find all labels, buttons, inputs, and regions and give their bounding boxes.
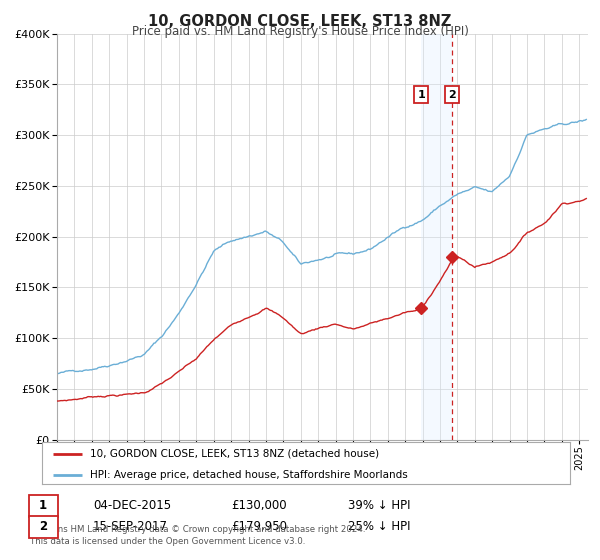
Text: 10, GORDON CLOSE, LEEK, ST13 8NZ (detached house): 10, GORDON CLOSE, LEEK, ST13 8NZ (detach… [89,449,379,459]
Text: £130,000: £130,000 [231,499,287,512]
Text: 04-DEC-2015: 04-DEC-2015 [93,499,171,512]
Text: Price paid vs. HM Land Registry's House Price Index (HPI): Price paid vs. HM Land Registry's House … [131,25,469,38]
Bar [421,34,452,440]
Text: HPI: Average price, detached house, Staffordshire Moorlands: HPI: Average price, detached house, Staf… [89,470,407,480]
Text: 10, GORDON CLOSE, LEEK, ST13 8NZ: 10, GORDON CLOSE, LEEK, ST13 8NZ [148,14,452,29]
Text: Contains HM Land Registry data © Crown copyright and database right 2024.
This d: Contains HM Land Registry data © Crown c… [30,525,365,546]
Text: 2: 2 [449,90,456,100]
Text: 39% ↓ HPI: 39% ↓ HPI [348,499,410,512]
Text: 25% ↓ HPI: 25% ↓ HPI [348,520,410,533]
Text: 1: 1 [418,90,425,100]
Text: 1: 1 [39,499,47,512]
Text: £179,950: £179,950 [231,520,287,533]
Text: 2: 2 [39,520,47,533]
Text: 15-SEP-2017: 15-SEP-2017 [93,520,168,533]
